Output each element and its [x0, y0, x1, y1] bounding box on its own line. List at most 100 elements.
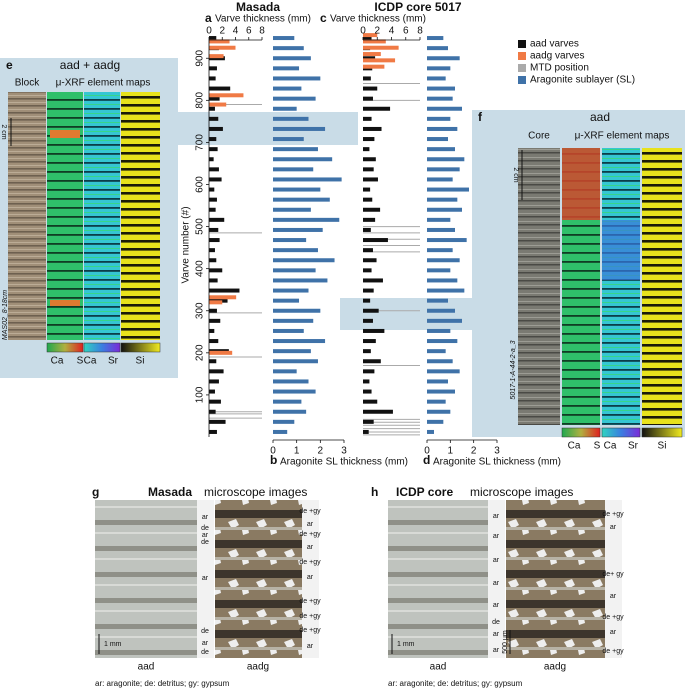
- bar: [209, 429, 217, 434]
- scale-label: 500 μm: [502, 630, 509, 654]
- bar: [273, 339, 326, 344]
- footnote: ar: aragonite; de: detritus; gy: gypsum: [95, 679, 230, 688]
- chart-title: ICDP core 5017: [374, 0, 461, 14]
- bar: [427, 409, 451, 414]
- bar: [209, 419, 226, 424]
- bar: [273, 268, 316, 273]
- bar: [273, 258, 335, 263]
- scale-label: 2 cm: [512, 167, 519, 182]
- layer-label: ar: [493, 533, 500, 540]
- x-tick-label: 0: [360, 26, 366, 37]
- bar: [427, 268, 451, 273]
- column-label: μ-XRF element maps: [575, 131, 670, 142]
- bar: [209, 248, 215, 253]
- bar: [363, 238, 388, 243]
- legend-swatch: [518, 52, 526, 60]
- micro-image: [506, 500, 605, 658]
- map-detail: [50, 130, 80, 138]
- bar: [363, 248, 373, 253]
- x-axis-label: Varve thickness (mm): [215, 14, 311, 25]
- layer-label: de: [201, 525, 209, 532]
- bar: [363, 64, 385, 69]
- bar: [363, 177, 378, 182]
- bar: [273, 349, 311, 354]
- bar: [427, 328, 451, 333]
- bar: [209, 39, 230, 44]
- bar: [209, 258, 217, 263]
- bar: [363, 429, 369, 434]
- bar: [427, 207, 462, 212]
- x-tick-label: 3: [341, 446, 347, 457]
- bar: [427, 238, 467, 243]
- column-label: Block: [15, 78, 40, 89]
- layer-label: de +gy: [299, 559, 321, 566]
- bar: [363, 106, 391, 111]
- bar: [363, 298, 371, 303]
- bar: [363, 409, 393, 414]
- bar: [363, 349, 371, 354]
- bar: [209, 389, 215, 394]
- bar: [209, 137, 217, 142]
- label-column: [488, 500, 505, 658]
- colorbar-label: Ca: [568, 441, 581, 452]
- panel-title: aad + aadg: [60, 58, 120, 72]
- micro-image: [215, 500, 302, 658]
- layer-label: ar: [610, 524, 617, 531]
- x-tick-label: 6: [246, 26, 252, 37]
- block-image: [8, 92, 46, 340]
- colorbar-label: Ca: [604, 441, 617, 452]
- layer-label: de: [201, 649, 209, 656]
- layer-label: ar: [202, 640, 209, 647]
- bar: [273, 76, 321, 81]
- bar: [209, 288, 240, 293]
- bar: [363, 33, 378, 38]
- layer-label: de +gy: [602, 614, 624, 621]
- y-tick-label: 200: [195, 344, 206, 361]
- bar: [273, 278, 328, 283]
- legend-label: aadg varves: [530, 51, 584, 62]
- bar: [209, 328, 215, 333]
- colorbar-label: Si: [658, 441, 667, 452]
- bar: [209, 359, 217, 364]
- bar: [427, 318, 462, 323]
- bar: [273, 167, 314, 172]
- x-tick-label: 4: [233, 26, 239, 37]
- bar: [273, 106, 297, 111]
- bar: [209, 157, 214, 162]
- map-detail: [602, 220, 640, 280]
- layer-label: de +gy: [299, 627, 321, 634]
- layer-label: ar: [493, 580, 500, 587]
- bar: [209, 369, 224, 374]
- colorbar: [561, 427, 601, 438]
- bar: [273, 248, 318, 253]
- bar: [209, 207, 216, 212]
- bar: [427, 66, 451, 71]
- bar: [427, 86, 455, 91]
- bar: [209, 76, 216, 81]
- bar: [427, 278, 458, 283]
- panel-title: aad: [590, 110, 610, 124]
- bar: [363, 399, 378, 404]
- bar: [363, 39, 386, 44]
- bar: [273, 369, 297, 374]
- bar: [273, 187, 321, 192]
- panel-title: Masada: [148, 485, 192, 499]
- colorbar-label: Sr: [628, 441, 639, 452]
- bar: [273, 217, 340, 222]
- bar: [363, 268, 372, 273]
- bar: [273, 157, 333, 162]
- bar: [273, 56, 311, 61]
- bar: [209, 268, 223, 273]
- legend-swatch: [518, 76, 526, 84]
- bar: [273, 379, 309, 384]
- bar: [209, 147, 218, 152]
- colorbar-label: S: [594, 441, 601, 452]
- bar: [363, 288, 374, 293]
- x-tick-label: 1: [448, 446, 454, 457]
- core-image: [518, 148, 560, 425]
- panel-letter: a: [205, 11, 212, 25]
- bar: [209, 227, 219, 232]
- bar: [427, 258, 460, 263]
- bar: [209, 56, 225, 61]
- bar: [363, 227, 371, 232]
